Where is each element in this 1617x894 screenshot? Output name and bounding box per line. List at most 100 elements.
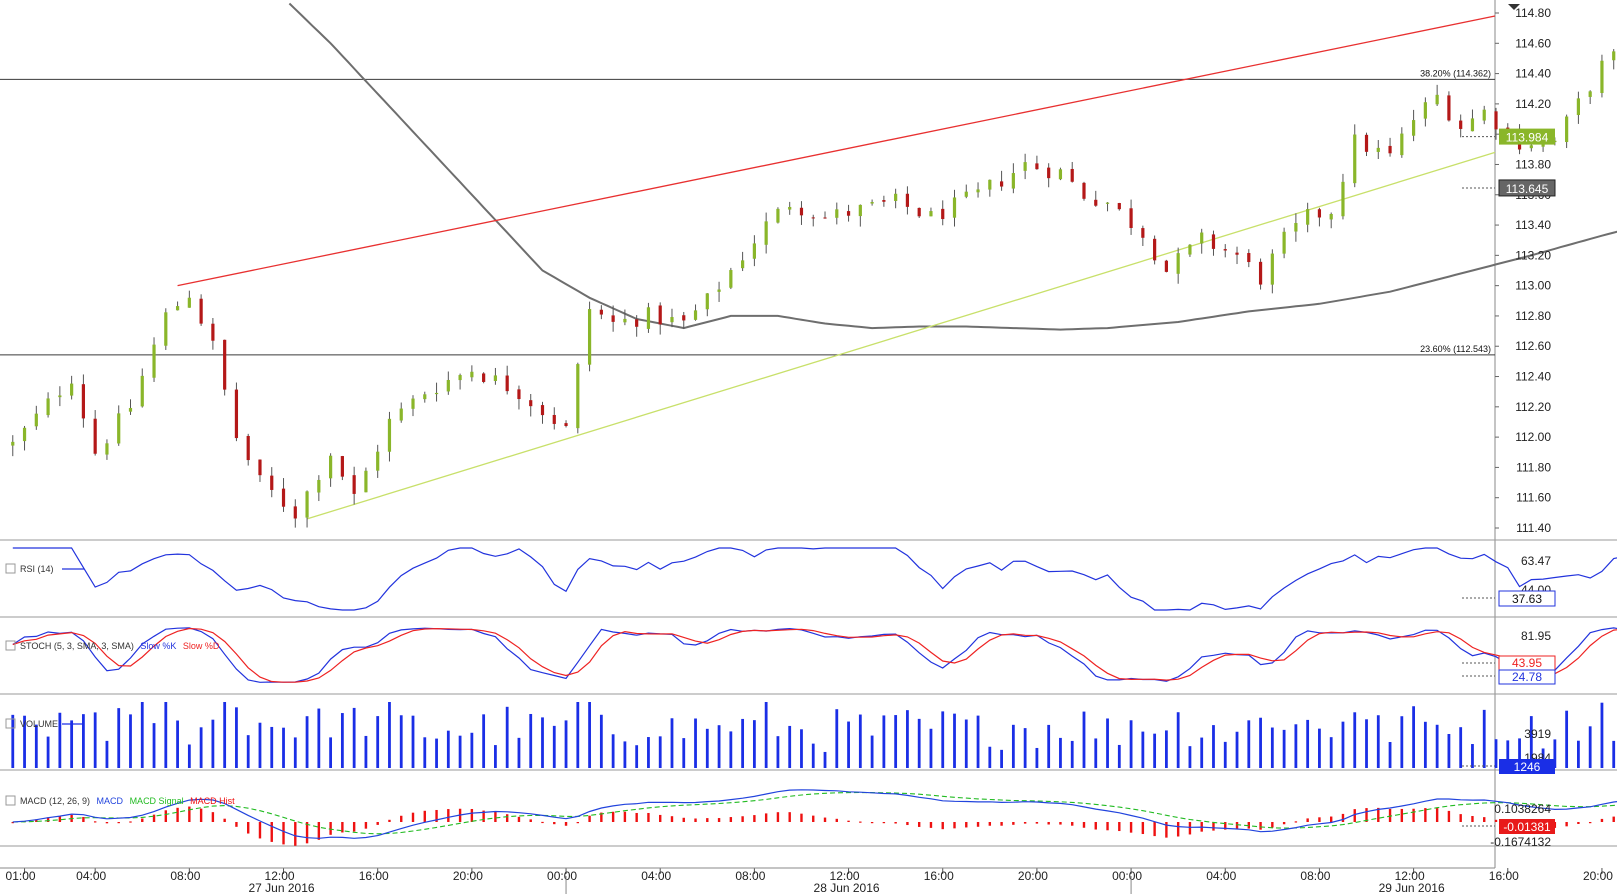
rsi-value-badge <box>1498 590 1556 607</box>
macd-hist-bar <box>847 820 850 822</box>
volume-bar <box>1059 737 1062 768</box>
candle-body <box>1482 109 1486 121</box>
candle-body <box>1294 222 1298 232</box>
candle-body <box>705 293 709 310</box>
volume-bar <box>235 707 238 768</box>
candle-body <box>635 319 639 327</box>
volume-bar <box>364 735 368 768</box>
time-tick-label: 12:00 <box>265 869 295 883</box>
candle-body <box>1258 261 1263 285</box>
macd-hist-bar <box>929 822 933 828</box>
time-axis[interactable]: 01:00 04:00 08:00 12:00 16:00 20:00 00:00 04:00… <box>0 867 1617 894</box>
time-tick-label: 08:00 <box>735 869 765 883</box>
volume-bar <box>34 724 38 768</box>
price-tick-label: 112.00 <box>1515 430 1551 444</box>
volume-bar <box>93 712 97 768</box>
candle-body <box>1082 182 1086 199</box>
volume-bar <box>1129 720 1133 768</box>
macd-hist-bar <box>1318 817 1321 822</box>
macd-hist-bar <box>1400 808 1404 822</box>
candle-body <box>1164 260 1168 272</box>
candle-body <box>1588 91 1592 97</box>
volume-bar <box>564 720 568 768</box>
volume-bar <box>1035 747 1039 768</box>
time-tick-label: 00:00 <box>1112 869 1142 883</box>
macd-hist-bar <box>906 822 909 826</box>
candle-body <box>46 398 50 416</box>
macd-hist-bar <box>247 822 250 834</box>
candle-body <box>305 491 309 518</box>
volume-bar <box>1376 715 1380 768</box>
macd-hist-bar <box>270 822 273 842</box>
volume-bar <box>541 717 544 768</box>
collapse-arrow-icon[interactable] <box>1508 4 1520 10</box>
volume-bar <box>1365 719 1368 768</box>
volume-bar <box>494 745 497 768</box>
volume-close-icon[interactable] <box>5 718 16 729</box>
volume-bar <box>1423 721 1427 768</box>
volume-bar <box>1188 746 1192 768</box>
macd-hist-bar <box>58 816 62 822</box>
volume-bar <box>670 718 674 768</box>
volume-bar <box>635 745 639 768</box>
candle-body <box>270 475 274 490</box>
volume-bar <box>446 730 450 768</box>
macd-hist-bar <box>1341 813 1345 822</box>
macd-hist-bar <box>117 822 120 824</box>
rsi-tick-label: 63.47 <box>1521 554 1551 568</box>
time-tick-label: 16:00 <box>924 869 954 883</box>
macd-hist-bar <box>682 817 685 822</box>
macd-hist-bar <box>447 809 450 822</box>
volume-bar <box>152 723 156 768</box>
rsi-close-icon[interactable] <box>5 563 16 574</box>
macd-hist-bar <box>1141 822 1145 835</box>
stoch-close-icon[interactable] <box>5 640 16 651</box>
price-axis[interactable]: 111.40 111.60 111.80 112.00 112.20 112.40 112.… <box>1495 6 1551 535</box>
candle-body <box>1329 214 1333 220</box>
candle-body <box>540 405 545 416</box>
candle-body <box>1600 60 1604 94</box>
volume-bar <box>1212 725 1215 768</box>
macd-hist-bar <box>1306 818 1309 822</box>
fibonacci-levels: 38.20% (114.362) 23.60% (112.543) <box>0 68 1495 356</box>
price-tick-label: 111.60 <box>1516 491 1551 505</box>
volume-bar <box>906 710 909 768</box>
time-tick-label: 04:00 <box>1206 869 1236 883</box>
macd-hist-bar <box>1153 822 1156 837</box>
time-tick-label: 12:00 <box>1395 869 1425 883</box>
macd-hist-bar <box>35 819 38 822</box>
price-tick-label: 113.20 <box>1515 248 1551 262</box>
volume-bar <box>70 720 74 768</box>
macd-hist-bar <box>870 822 874 824</box>
candle-body <box>599 309 603 315</box>
candle-body <box>517 389 521 400</box>
ma-line <box>288 2 1617 331</box>
macd-hist-bar <box>141 818 144 822</box>
candle-body <box>905 193 910 207</box>
stoch-d-value-label: 43.95 <box>1512 656 1542 670</box>
macd-hist-bar <box>953 822 956 829</box>
macd-hist-bar <box>706 818 709 822</box>
candle-body <box>764 221 768 245</box>
macd-hist-bar <box>282 822 285 845</box>
candle-body <box>387 418 392 452</box>
volume-bar <box>293 737 297 768</box>
macd-hist-bar <box>717 818 721 822</box>
macd-close-icon[interactable] <box>5 795 16 806</box>
candle-body <box>646 307 651 329</box>
candle-body <box>1270 253 1274 285</box>
macd-hist-bar <box>176 807 179 822</box>
time-tick-label: 04:00 <box>76 869 106 883</box>
macd-hist-bar <box>965 822 968 828</box>
candle-body <box>1317 209 1322 218</box>
volume-bar <box>317 708 321 768</box>
macd-hist-bar <box>152 814 156 822</box>
volume-bar <box>329 737 333 768</box>
volume-bar <box>117 708 121 768</box>
macd-hist-bar <box>1106 822 1109 831</box>
candle-body <box>399 408 403 421</box>
macd-hist-bar <box>1353 809 1356 822</box>
volume-bar <box>482 714 486 768</box>
volume-bar <box>858 714 862 768</box>
